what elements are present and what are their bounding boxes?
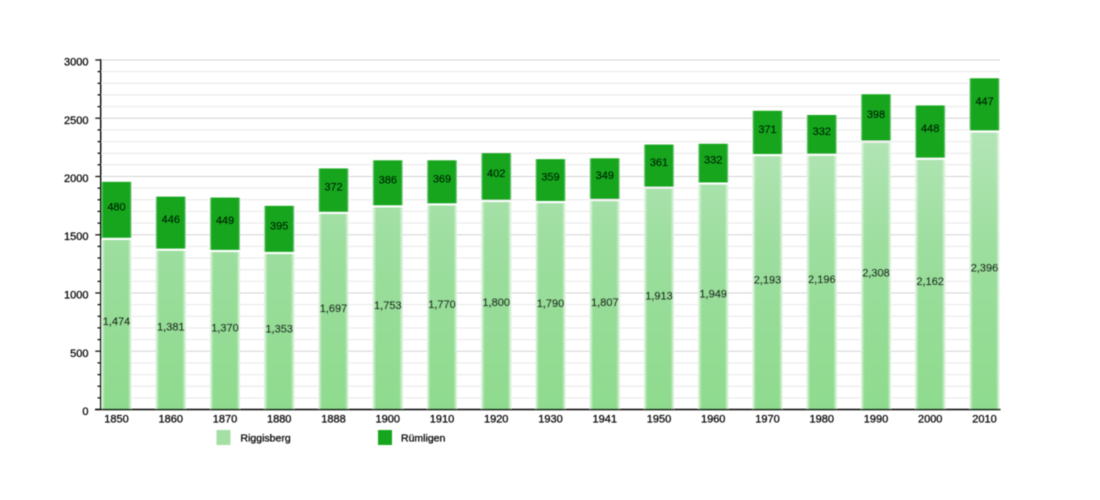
svg-text:2010: 2010 — [972, 414, 996, 426]
svg-text:3000: 3000 — [64, 57, 88, 69]
svg-text:1970: 1970 — [755, 414, 779, 426]
svg-text:349: 349 — [596, 170, 614, 182]
svg-text:1,770: 1,770 — [428, 299, 456, 311]
svg-text:500: 500 — [70, 348, 88, 360]
svg-text:359: 359 — [541, 172, 559, 184]
svg-text:395: 395 — [270, 220, 288, 232]
svg-text:1888: 1888 — [321, 414, 345, 426]
svg-text:2000: 2000 — [64, 173, 88, 185]
svg-text:480: 480 — [107, 201, 125, 213]
svg-text:1980: 1980 — [810, 414, 834, 426]
svg-text:1850: 1850 — [104, 414, 128, 426]
svg-text:1,790: 1,790 — [537, 298, 565, 310]
svg-text:372: 372 — [324, 182, 342, 194]
svg-text:1,753: 1,753 — [374, 300, 402, 312]
svg-text:1,807: 1,807 — [591, 297, 619, 309]
svg-text:1950: 1950 — [647, 414, 671, 426]
svg-text:1,949: 1,949 — [699, 289, 727, 301]
svg-text:1,381: 1,381 — [157, 322, 185, 334]
svg-text:2,193: 2,193 — [754, 274, 782, 286]
svg-text:402: 402 — [487, 168, 505, 180]
svg-text:1910: 1910 — [430, 414, 454, 426]
svg-text:446: 446 — [162, 214, 180, 226]
svg-text:371: 371 — [758, 124, 776, 136]
svg-text:Riggisberg: Riggisberg — [241, 433, 291, 445]
svg-text:1,913: 1,913 — [645, 291, 673, 303]
svg-text:398: 398 — [867, 109, 885, 121]
svg-text:2,308: 2,308 — [862, 268, 890, 280]
svg-text:1860: 1860 — [159, 414, 183, 426]
svg-text:447: 447 — [975, 96, 993, 108]
svg-text:1930: 1930 — [538, 414, 562, 426]
svg-text:2500: 2500 — [64, 115, 88, 127]
svg-text:1,370: 1,370 — [211, 322, 239, 334]
svg-text:1960: 1960 — [701, 414, 725, 426]
svg-text:369: 369 — [433, 173, 451, 185]
svg-text:1870: 1870 — [213, 414, 237, 426]
svg-text:1,353: 1,353 — [265, 323, 293, 335]
svg-text:2,162: 2,162 — [916, 276, 944, 288]
svg-text:1920: 1920 — [484, 414, 508, 426]
svg-text:1941: 1941 — [593, 414, 617, 426]
svg-text:2000: 2000 — [918, 414, 942, 426]
svg-text:2,196: 2,196 — [808, 274, 836, 286]
svg-text:2,396: 2,396 — [971, 263, 999, 275]
svg-text:0: 0 — [82, 406, 88, 418]
svg-text:1,697: 1,697 — [320, 303, 348, 315]
svg-text:386: 386 — [379, 174, 397, 186]
svg-text:1990: 1990 — [864, 414, 888, 426]
svg-text:1,474: 1,474 — [103, 316, 131, 328]
svg-text:1880: 1880 — [267, 414, 291, 426]
svg-text:1,800: 1,800 — [482, 297, 510, 309]
svg-text:448: 448 — [921, 123, 939, 135]
svg-text:332: 332 — [813, 126, 831, 138]
svg-text:449: 449 — [216, 215, 234, 227]
svg-text:Rümligen: Rümligen — [401, 433, 446, 445]
svg-text:332: 332 — [704, 155, 722, 167]
svg-text:1500: 1500 — [64, 231, 88, 243]
svg-text:1900: 1900 — [376, 414, 400, 426]
svg-text:1000: 1000 — [64, 290, 88, 302]
svg-text:361: 361 — [650, 157, 668, 169]
